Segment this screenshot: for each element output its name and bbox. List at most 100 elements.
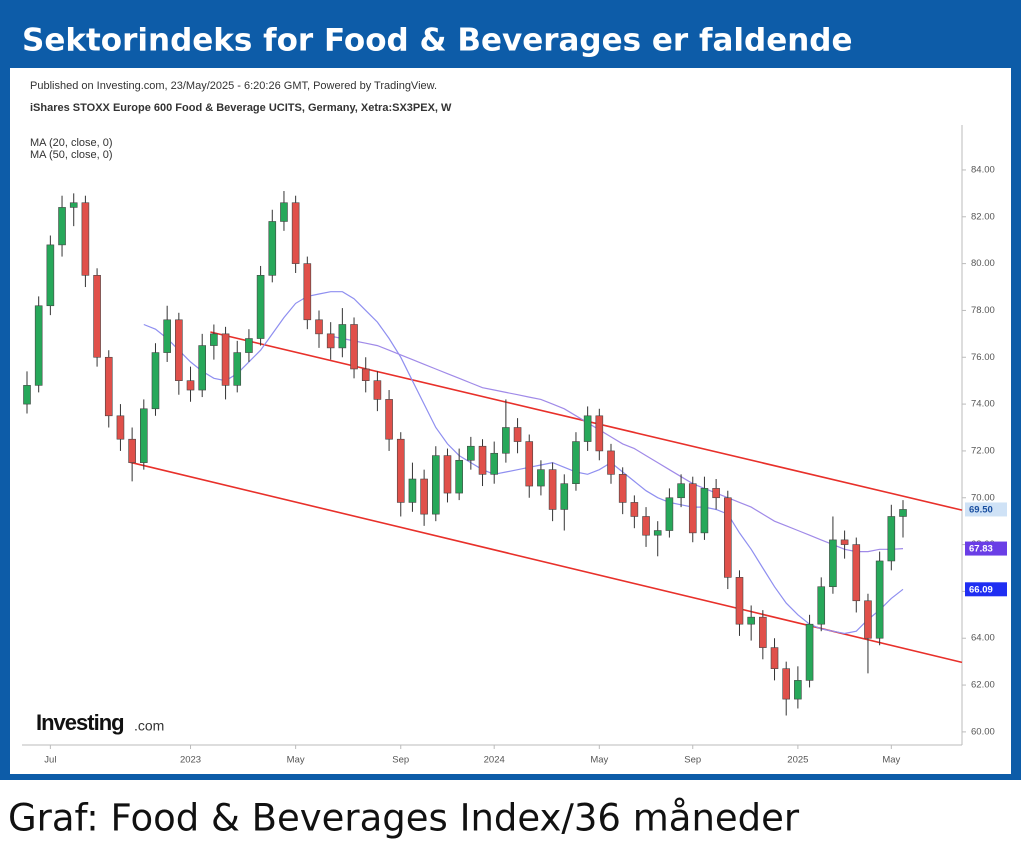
candle-body — [408, 478, 417, 503]
candle-body — [794, 680, 802, 700]
y-tick-label: 80.00 — [971, 258, 995, 269]
candle-body — [537, 469, 545, 487]
candle-body — [268, 221, 277, 276]
x-tick-label: 2023 — [180, 755, 201, 766]
candle-body — [735, 577, 744, 625]
candle-body — [46, 244, 55, 307]
candle-body — [653, 530, 662, 536]
candle-body — [315, 319, 323, 335]
candle-body — [93, 275, 101, 358]
candle-body — [350, 324, 358, 370]
candle-body — [583, 415, 592, 442]
legend-entry: MA (50, close, 0) — [30, 149, 113, 161]
y-tick-label: 60.00 — [971, 726, 995, 737]
candle-body — [151, 352, 160, 410]
candle-body — [595, 415, 604, 452]
candle-body — [420, 478, 428, 515]
candle-body — [385, 399, 393, 440]
x-tick-label: 2024 — [484, 755, 505, 766]
y-tick-label: 84.00 — [971, 164, 995, 175]
price-tag-label: 67.83 — [969, 544, 993, 555]
candle-body — [630, 502, 639, 517]
candle-body — [373, 380, 382, 400]
candle-body — [572, 441, 580, 485]
candle-body — [81, 202, 90, 276]
x-tick-label: Sep — [392, 755, 409, 766]
price-tag — [965, 541, 1007, 556]
candle-body — [864, 600, 872, 639]
candle-body — [502, 427, 510, 454]
candle-body — [875, 560, 884, 639]
x-tick-label: 2025 — [787, 755, 808, 766]
x-tick-label: Sep — [684, 755, 701, 766]
price-tag-label: 69.50 — [969, 504, 993, 515]
candle-body — [303, 263, 312, 321]
candle-body — [770, 647, 779, 669]
candle-body — [34, 305, 43, 386]
y-tick-label: 82.00 — [971, 211, 995, 222]
candle-body — [280, 202, 288, 222]
candle-body — [618, 474, 627, 503]
candle-body — [677, 483, 685, 499]
candle-body — [396, 438, 405, 503]
candle-body — [455, 459, 463, 494]
candle-body — [291, 202, 300, 264]
candle-body — [665, 497, 674, 531]
candle-body — [852, 544, 861, 602]
candle-body — [478, 445, 487, 475]
instrument: iShares STOXX Europe 600 Food & Beverage… — [30, 102, 452, 114]
x-tick-label: Jul — [44, 755, 56, 766]
candle-body — [186, 380, 195, 391]
candle-body — [747, 616, 755, 625]
ma-line — [330, 335, 904, 553]
price-tag-label: 66.09 — [969, 584, 993, 595]
chart-panel — [10, 68, 1011, 774]
candle-body — [256, 275, 265, 339]
candle-body — [233, 352, 242, 386]
title: Sektorindeks for Food & Beverages er fal… — [22, 23, 853, 59]
candle-body — [69, 202, 78, 208]
ma-line — [143, 291, 904, 635]
candle-body — [116, 415, 125, 440]
candle-body — [560, 483, 569, 510]
candle-body — [723, 497, 732, 578]
candle-body — [467, 445, 475, 461]
candle-body — [887, 516, 896, 562]
x-tick-label: May — [882, 755, 900, 766]
candle-body — [23, 385, 31, 405]
candle-body — [642, 516, 650, 536]
candle-body — [361, 368, 370, 381]
candle-body — [782, 668, 791, 700]
y-tick-label: 72.00 — [971, 445, 995, 456]
candle-body — [338, 324, 347, 349]
y-tick-label: 74.00 — [971, 399, 995, 410]
candle-body — [198, 345, 206, 391]
candle-body — [829, 539, 837, 588]
y-tick-label: 70.00 — [971, 492, 995, 503]
candle-body — [525, 441, 534, 487]
candle-body — [163, 319, 171, 353]
candle-body — [805, 623, 814, 681]
y-tick-label: 64.00 — [971, 633, 995, 644]
candle-body — [712, 488, 720, 499]
candle-body — [490, 452, 499, 475]
candle-body — [817, 586, 826, 625]
candle-body — [210, 333, 218, 346]
candle-body — [58, 207, 66, 246]
candle-body — [700, 488, 709, 534]
caption: Graf: Food & Beverages Index/36 måneder — [8, 797, 800, 840]
x-tick-label: May — [287, 755, 305, 766]
candle-body — [128, 438, 136, 463]
candle-body — [443, 455, 452, 494]
logo: Investing — [36, 710, 124, 735]
candle-body — [688, 483, 697, 534]
candle-body — [899, 509, 907, 517]
candle-body — [548, 469, 557, 510]
legend-entry: MA (20, close, 0) — [30, 137, 113, 149]
candle-body — [175, 319, 183, 381]
x-tick-label: May — [590, 755, 608, 766]
y-tick-label: 62.00 — [971, 680, 995, 691]
candle-body — [140, 408, 148, 463]
